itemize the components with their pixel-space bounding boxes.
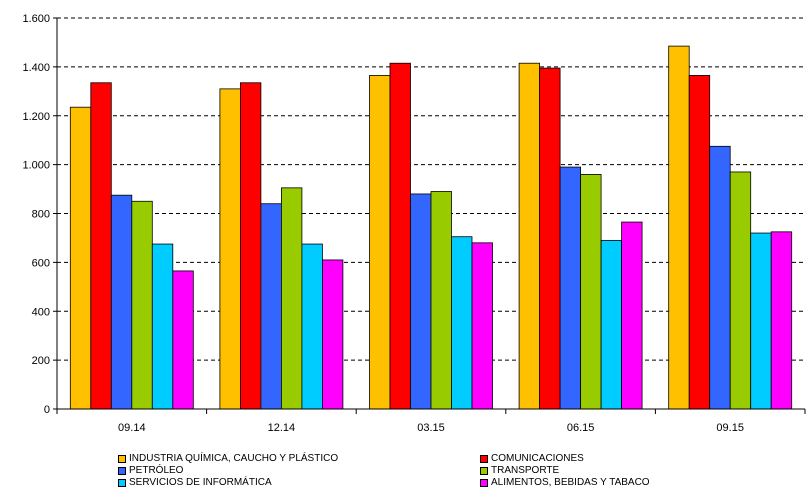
legend-swatch xyxy=(480,467,488,475)
y-tick-label: 200 xyxy=(32,355,50,367)
bar xyxy=(69,106,92,410)
bars xyxy=(69,45,793,410)
bar xyxy=(410,193,432,410)
bar xyxy=(321,259,344,410)
bar xyxy=(389,62,411,410)
legend-swatch xyxy=(480,479,488,487)
x-tick-label: 09.14 xyxy=(118,422,146,434)
bar xyxy=(151,243,174,410)
legend-item: COMUNICACIONES xyxy=(480,453,738,465)
bar xyxy=(131,200,153,410)
bar xyxy=(729,171,752,410)
y-tick-labels: 0 200 400 600 800 1.000 1.200 1.400 1.600 xyxy=(22,13,50,416)
legend-item: PETRÓLEO xyxy=(118,465,480,477)
legend-label: PETRÓLEO xyxy=(129,465,184,476)
bar xyxy=(668,45,690,410)
legend-item: INDUSTRIA QUÍMICA, CAUCHO Y PLÁSTICO xyxy=(118,453,480,465)
bar xyxy=(539,67,561,410)
legend-label: SERVICIOS DE INFORMÁTICA xyxy=(129,477,272,488)
x-tick-label: 03.15 xyxy=(417,422,445,434)
y-tick-label: 1.400 xyxy=(22,62,50,74)
y-tick-label: 800 xyxy=(32,209,50,221)
y-tick-label: 1.200 xyxy=(22,111,50,123)
legend-swatch xyxy=(118,455,126,463)
y-tick-label: 400 xyxy=(32,306,50,318)
legend-label: TRANSPORTE xyxy=(491,465,560,476)
legend-item: ALIMENTOS, BEBIDAS Y TABACO xyxy=(480,477,738,489)
x-tick-label: 09.15 xyxy=(716,422,744,434)
bar xyxy=(688,75,711,410)
legend-item: SERVICIOS DE INFORMÁTICA xyxy=(118,477,480,489)
x-tick-labels: 09.14 12.14 03.15 06.15 09.15 xyxy=(118,422,744,434)
bar xyxy=(239,82,262,410)
legend-swatch xyxy=(118,467,126,475)
y-tick-label: 1.000 xyxy=(22,160,50,172)
bar xyxy=(621,221,643,410)
y-tick-label: 600 xyxy=(32,257,50,269)
legend: INDUSTRIA QUÍMICA, CAUCHO Y PLÁSTICO COMU… xyxy=(118,453,738,489)
legend-label: COMUNICACIONES xyxy=(491,453,584,464)
x-tick-label: 12.14 xyxy=(268,422,296,434)
bar xyxy=(90,82,112,410)
bar xyxy=(770,231,793,410)
legend-label: ALIMENTOS, BEBIDAS Y TABACO xyxy=(491,477,650,488)
y-tick-label: 1.600 xyxy=(22,13,50,25)
bar xyxy=(580,173,602,410)
legend-swatch xyxy=(480,455,488,463)
legend-swatch xyxy=(118,479,126,487)
legend-label: INDUSTRIA QUÍMICA, CAUCHO Y PLÁSTICO xyxy=(129,453,339,464)
x-tick-label: 06.15 xyxy=(567,422,595,434)
bar xyxy=(518,62,540,410)
bar xyxy=(471,242,493,410)
bar xyxy=(559,166,581,410)
bar xyxy=(600,239,622,410)
bar xyxy=(172,270,194,410)
bar xyxy=(110,194,133,410)
bar xyxy=(451,236,473,410)
axes xyxy=(53,17,806,414)
bar xyxy=(709,145,731,410)
bar xyxy=(369,75,391,410)
bar xyxy=(301,243,323,410)
bar xyxy=(430,191,452,410)
legend-item: TRANSPORTE xyxy=(480,465,738,477)
y-tick-label: 0 xyxy=(44,404,50,416)
bar xyxy=(750,232,772,410)
bar xyxy=(280,187,303,410)
bar xyxy=(219,88,241,410)
bar xyxy=(260,203,282,410)
